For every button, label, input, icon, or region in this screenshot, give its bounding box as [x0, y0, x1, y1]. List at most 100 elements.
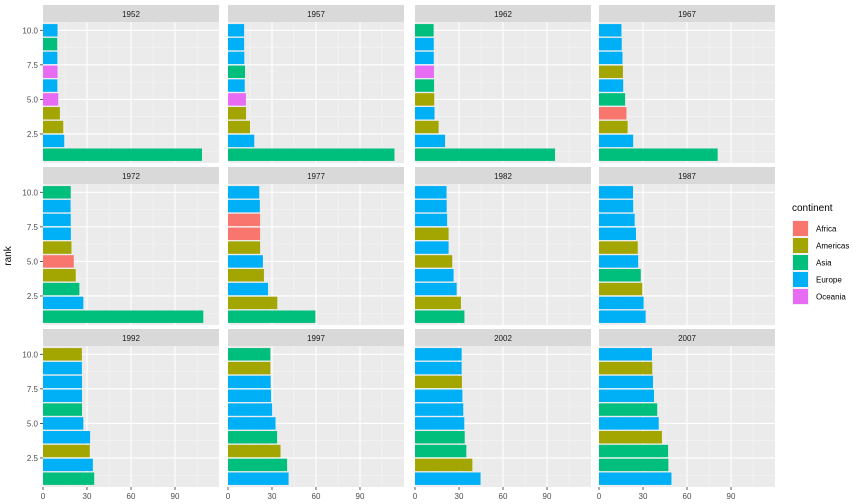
facet-strip-label: 1962 [494, 10, 512, 19]
bar-europe [228, 375, 271, 389]
x-tick-label: 90 [727, 492, 736, 501]
bar-americas [228, 296, 278, 310]
bar-asia [599, 403, 658, 416]
bar-oceania [43, 93, 59, 106]
bar-europe [599, 199, 634, 213]
facet-strip [599, 167, 775, 184]
bar-europe [415, 348, 462, 361]
facet-panel-1962: 1962 [414, 5, 591, 163]
bar-europe [415, 361, 462, 375]
bar-europe [228, 37, 245, 51]
x-tick-label: 60 [127, 492, 136, 501]
bar-europe [599, 51, 623, 65]
bar-americas [415, 296, 461, 310]
bar-europe [599, 37, 622, 51]
bar-americas [415, 93, 435, 106]
facet-panel-1972: 1972 2.5 5.0 7.5 10.0 [22, 167, 219, 325]
bar-asia [599, 444, 669, 458]
bar-americas [43, 107, 60, 120]
bar-asia [599, 458, 669, 472]
bar-americas [599, 361, 653, 375]
bar-americas [599, 241, 638, 254]
facet-panel-2002: 2002 0 30 60 90 [413, 329, 591, 501]
facet-panel-1957: 1957 [227, 5, 404, 163]
bar-europe [599, 227, 636, 240]
legend-label: Americas [816, 242, 849, 251]
bar-americas [228, 107, 247, 120]
facet-strip [599, 5, 775, 22]
bar-europe [599, 310, 646, 323]
bar-asia [43, 186, 71, 199]
y-tick-label: 10.0 [22, 188, 38, 197]
bar-americas [43, 120, 64, 134]
bar-asia [415, 444, 467, 458]
bar-oceania [415, 65, 434, 78]
legend-label: Europe [816, 276, 842, 285]
bar-americas [228, 269, 264, 282]
facet-strip [43, 5, 219, 22]
bar-europe [415, 282, 457, 296]
bar-asia [599, 93, 626, 106]
bar-americas [43, 444, 90, 458]
legend-key-europe [793, 272, 808, 287]
y-tick-label: 10.0 [22, 350, 38, 359]
facet-strip-label: 1977 [307, 172, 325, 181]
bar-americas [228, 120, 250, 134]
facet-panel-1987: 1987 [598, 167, 775, 325]
x-tick-label: 60 [499, 492, 508, 501]
facet-panel-2007: 2007 0 30 60 90 [597, 329, 775, 501]
bar-europe [228, 199, 260, 213]
bar-asia [228, 148, 395, 161]
facet-panel-1997: 1997 0 30 60 90 [226, 329, 404, 501]
bar-asia [43, 403, 83, 416]
bar-americas [415, 255, 453, 268]
bar-europe [228, 282, 269, 296]
bar-africa [228, 227, 261, 240]
bar-europe [43, 375, 83, 389]
bar-asia [415, 24, 434, 37]
y-tick-label: 2.5 [27, 454, 39, 463]
bar-europe [599, 417, 659, 430]
legend-label: Asia [816, 259, 832, 268]
bar-asia [599, 269, 641, 282]
bar-americas [43, 241, 72, 254]
y-tick-label: 2.5 [27, 292, 39, 301]
bar-oceania [228, 93, 246, 106]
bar-asia [415, 148, 556, 161]
facet-panel-1952: 1952 2.5 5.0 7.5 10.0 [22, 5, 219, 163]
bar-europe [43, 227, 71, 240]
bar-europe [43, 431, 91, 444]
y-tick-label: 5.0 [27, 95, 39, 104]
bar-asia [43, 148, 202, 161]
bar-americas [43, 269, 76, 282]
bar-europe [599, 375, 653, 389]
bar-oceania [43, 65, 58, 78]
bar-europe [599, 255, 639, 268]
bar-americas [415, 458, 473, 472]
legend-key-oceania [793, 289, 808, 304]
facet-strip-label: 1972 [122, 172, 140, 181]
legend-key-africa [793, 221, 808, 236]
legend-key-asia [793, 255, 808, 270]
facet-panel-1982: 1982 [414, 167, 591, 325]
x-tick-label: 0 [226, 492, 231, 501]
bar-asia [228, 310, 316, 323]
facet-strip-label: 1997 [307, 334, 325, 343]
x-tick-label: 60 [683, 492, 692, 501]
facet-strip [43, 329, 219, 346]
bar-americas [599, 120, 628, 134]
facet-strip [228, 167, 404, 184]
bar-europe [415, 389, 463, 402]
bar-asia [228, 431, 278, 444]
bar-americas [228, 241, 261, 254]
legend-key-americas [793, 238, 808, 253]
bar-europe [228, 417, 276, 430]
facet-strip [599, 329, 775, 346]
bar-europe [228, 51, 245, 65]
bar-europe [415, 37, 434, 51]
bar-asia [43, 472, 95, 485]
bar-africa [228, 213, 261, 227]
bar-europe [415, 134, 446, 148]
bar-europe [415, 213, 448, 227]
legend-label: Oceania [816, 293, 846, 302]
